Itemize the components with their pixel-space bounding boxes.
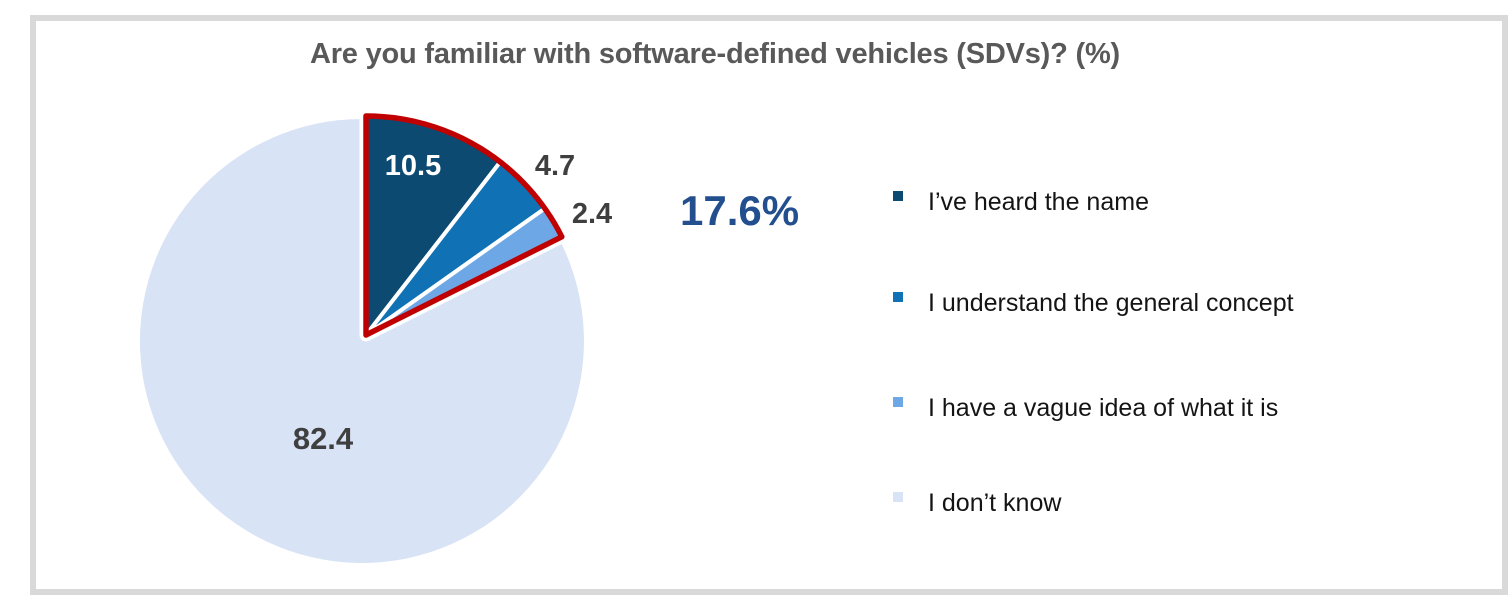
legend-label: I have a vague idea of what it is [928, 394, 1279, 422]
highlight-total-callout: 17.6% [680, 187, 800, 234]
value-label-general-concept: 4.7 [534, 150, 576, 182]
legend-item-dont-know: I don’t know [893, 489, 1061, 529]
legend-swatch-icon [893, 292, 903, 302]
legend-swatch-icon [893, 492, 903, 502]
pie-slice-dont-know [139, 119, 584, 564]
legend-item-heard-the-name: I’ve heard the name [893, 188, 1149, 228]
highlight-group-outline [363, 113, 565, 338]
legend-label: I understand the general concept [928, 289, 1294, 317]
legend-item-vague-idea: I have a vague idea of what it is [893, 394, 1278, 434]
value-label-dont-know: 82.4 [292, 421, 354, 456]
value-label-heard-the-name: 10.5 [384, 150, 442, 182]
legend-label: I don’t know [928, 489, 1062, 517]
legend-label: I’ve heard the name [928, 188, 1149, 216]
chart-title: Are you familiar with software-defined v… [309, 38, 1121, 70]
legend-swatch-icon [893, 397, 903, 407]
value-label-vague-idea: 2.4 [571, 198, 613, 230]
legend-item-general-concept: I understand the general concept [893, 289, 1294, 329]
legend-swatch-icon [893, 191, 903, 201]
